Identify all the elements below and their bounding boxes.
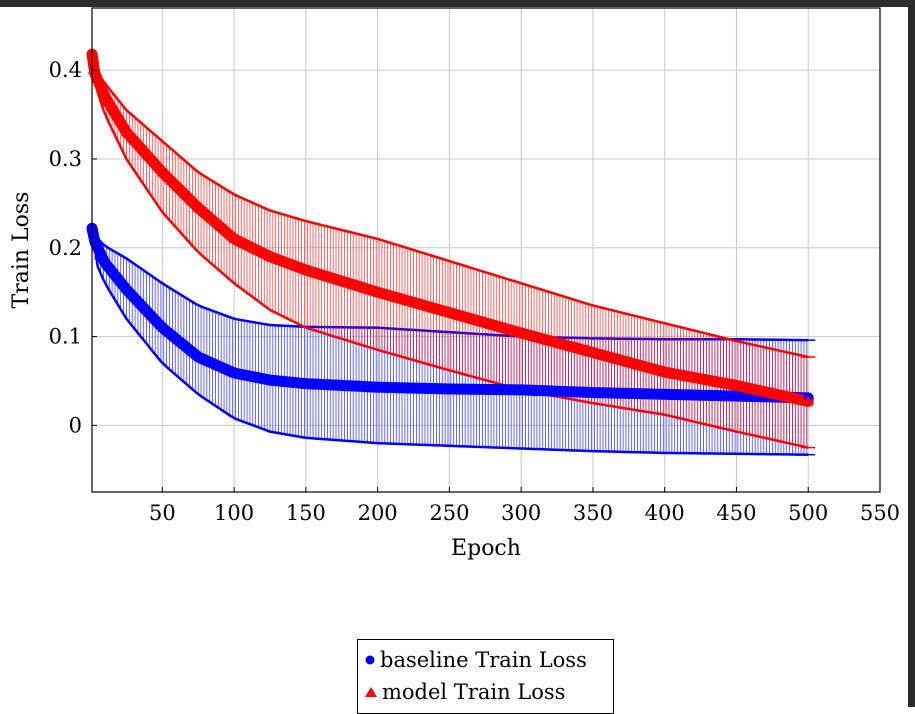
x-tick-label: 500 [788,501,828,525]
model-point [87,64,99,75]
model-point [300,263,312,274]
baseline-point [301,379,311,389]
y-tick-label: 0 [69,413,82,437]
grid-lines [92,8,881,492]
baseline-point [121,285,131,295]
model-point [372,286,384,297]
legend-item-model: model Train Loss [364,678,565,706]
y-tick-label: 0.1 [49,325,82,349]
x-tick-label: 50 [149,501,176,525]
model-point [730,379,742,390]
model-point [228,232,240,243]
axis-ticks: 50 100 150 200 250 300 350 400 450 500 550 0 0.1 0.2 0… [49,58,900,525]
legend: baseline Train Loss model Train Loss [357,639,614,714]
model-upper-edge [90,53,809,359]
x-tick-label: 550 [860,501,900,525]
baseline-point [157,323,167,333]
model-point [192,201,204,212]
x-tick-label: 200 [358,501,398,525]
x-tick-label: 300 [501,501,541,525]
baseline-point [588,388,598,398]
window-right-bar [908,0,915,707]
baseline-lower-edge [90,228,809,456]
x-tick-label: 400 [645,501,685,525]
x-axis-label: Epoch [451,536,521,561]
baseline-point [229,368,239,378]
legend-item-baseline: baseline Train Loss [364,646,587,674]
baseline-point [516,385,526,395]
legend-label-model: model Train Loss [382,680,566,704]
y-tick-label: 0.2 [49,236,82,260]
series-markers [86,48,814,406]
model-point [156,166,168,177]
x-tick-label: 150 [286,501,326,525]
model-point [515,327,527,338]
model-point [443,306,455,317]
model-point [659,366,671,377]
baseline-point [731,391,741,401]
model-point [120,126,132,137]
legend-circle-marker-icon [365,655,375,665]
baseline-point [660,389,670,399]
y-tick-label: 0.3 [49,147,82,171]
baseline-point [265,375,275,385]
x-tick-label: 100 [214,501,254,525]
x-tick-label: 250 [429,501,469,525]
y-axis-label: Train Loss [9,192,34,309]
legend-label-baseline: baseline Train Loss [380,648,587,672]
model-point [802,395,814,406]
x-tick-label: 450 [716,501,756,525]
model-point [264,250,276,261]
baseline-point [373,382,383,392]
legend-triangle-marker-icon [365,687,377,697]
y-tick-label: 0.4 [49,58,82,82]
baseline-point [193,352,203,362]
model-point [587,346,599,357]
baseline-point [100,258,110,268]
model-point [99,90,111,101]
baseline-upper-edge [90,227,809,342]
model-lower-edge [90,53,809,449]
baseline-point [88,234,98,244]
plot-frame [91,7,881,493]
baseline-point [444,384,454,394]
x-tick-label: 350 [573,501,613,525]
window-top-bar [0,0,915,7]
